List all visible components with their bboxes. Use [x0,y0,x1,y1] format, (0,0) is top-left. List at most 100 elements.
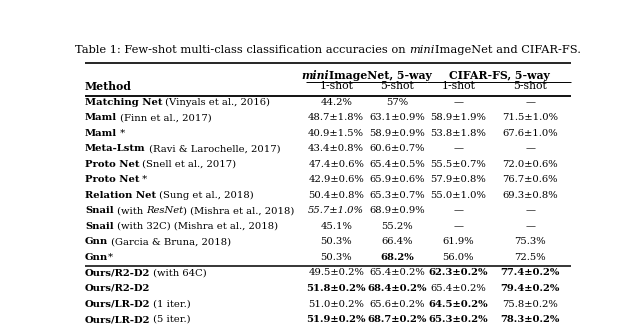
Text: (Ravi & Larochelle, 2017): (Ravi & Larochelle, 2017) [145,144,280,153]
Text: 50.3%: 50.3% [321,253,352,262]
Text: ImageNet and CIFAR-FS.: ImageNet and CIFAR-FS. [435,45,581,55]
Text: 57%: 57% [386,98,408,107]
Text: Ours/R2-D2: Ours/R2-D2 [85,284,150,293]
Text: 65.3±0.2%: 65.3±0.2% [428,315,488,324]
Text: 68.2%: 68.2% [380,253,414,262]
Text: Proto Net: Proto Net [85,176,140,184]
Text: Ours/LR-D2: Ours/LR-D2 [85,300,150,308]
Text: 61.9%: 61.9% [442,238,474,246]
Text: Meta-Lstm: Meta-Lstm [85,144,145,153]
Text: 77.4±0.2%: 77.4±0.2% [500,268,560,278]
Text: Snail: Snail [85,206,113,215]
Text: 1-shot: 1-shot [441,81,475,91]
Text: 68.7±0.2%: 68.7±0.2% [367,315,427,324]
Text: 43.4±0.8%: 43.4±0.8% [308,144,364,153]
Text: mini: mini [301,70,329,81]
Text: Proto Net: Proto Net [85,160,140,169]
Text: 68.4±0.2%: 68.4±0.2% [367,284,427,293]
Text: —: — [453,206,463,215]
Text: 55.5±0.7%: 55.5±0.7% [430,160,486,169]
Text: CIFAR-FS, 5-way: CIFAR-FS, 5-way [449,70,550,81]
Text: 55.7±1.0%: 55.7±1.0% [308,206,364,215]
Text: 45.1%: 45.1% [320,222,352,231]
Text: 67.6±1.0%: 67.6±1.0% [502,129,558,138]
Text: 50.3%: 50.3% [321,238,352,246]
Text: —: — [525,222,535,231]
Text: 71.5±1.0%: 71.5±1.0% [502,113,558,122]
Text: 51.0±0.2%: 51.0±0.2% [308,300,364,308]
Text: (1 iter.): (1 iter.) [150,300,191,308]
Text: Gnn: Gnn [85,253,108,262]
Text: Table 1: Few-shot multi-class classification accuracies on: Table 1: Few-shot multi-class classifica… [75,45,410,55]
Text: ImageNet, 5-way: ImageNet, 5-way [329,70,432,81]
Text: (with: (with [113,206,146,215]
Text: 68.9±0.9%: 68.9±0.9% [369,206,425,215]
Text: 78.3±0.2%: 78.3±0.2% [500,315,560,324]
Text: (Sung et al., 2018): (Sung et al., 2018) [156,191,254,200]
Text: 64.5±0.2%: 64.5±0.2% [428,300,488,308]
Text: mini: mini [410,45,435,55]
Text: 65.3±0.7%: 65.3±0.7% [369,191,425,200]
Text: 51.9±0.2%: 51.9±0.2% [307,315,366,324]
Text: 1-shot: 1-shot [319,81,353,91]
Text: 49.5±0.2%: 49.5±0.2% [308,268,364,278]
Text: 55.2%: 55.2% [381,222,413,231]
Text: —: — [453,144,463,153]
Text: *: * [140,176,148,184]
Text: 56.0%: 56.0% [442,253,474,262]
Text: *: * [108,253,113,262]
Text: 63.1±0.9%: 63.1±0.9% [369,113,425,122]
Text: Method: Method [85,81,132,92]
Text: 65.9±0.6%: 65.9±0.6% [369,176,425,184]
Text: (Vinyals et al., 2016): (Vinyals et al., 2016) [163,98,271,107]
Text: 5-shot: 5-shot [380,81,414,91]
Text: 5-shot: 5-shot [513,81,547,91]
Text: 76.7±0.6%: 76.7±0.6% [502,176,558,184]
Text: Snail: Snail [85,222,113,231]
Text: (with 64C): (with 64C) [150,268,207,278]
Text: Gnn: Gnn [85,238,108,246]
Text: 42.9±0.6%: 42.9±0.6% [308,176,364,184]
Text: 40.9±1.5%: 40.9±1.5% [308,129,364,138]
Text: 69.3±0.8%: 69.3±0.8% [502,191,558,200]
Text: 60.6±0.7%: 60.6±0.7% [369,144,425,153]
Text: 62.3±0.2%: 62.3±0.2% [428,268,488,278]
Text: ResNet: ResNet [146,206,183,215]
Text: (Garcia & Bruna, 2018): (Garcia & Bruna, 2018) [108,238,231,246]
Text: (Finn et al., 2017): (Finn et al., 2017) [117,113,212,122]
Text: 75.3%: 75.3% [515,238,546,246]
Text: 55.0±1.0%: 55.0±1.0% [430,191,486,200]
Text: ) (Mishra et al., 2018): ) (Mishra et al., 2018) [183,206,294,215]
Text: 57.9±0.8%: 57.9±0.8% [430,176,486,184]
Text: 47.4±0.6%: 47.4±0.6% [308,160,364,169]
Text: 65.4±0.2%: 65.4±0.2% [430,284,486,293]
Text: 50.4±0.8%: 50.4±0.8% [308,191,364,200]
Text: Relation Net: Relation Net [85,191,156,200]
Text: 58.9±1.9%: 58.9±1.9% [430,113,486,122]
Text: 65.6±0.2%: 65.6±0.2% [369,300,425,308]
Text: —: — [453,98,463,107]
Text: Maml: Maml [85,113,117,122]
Text: 53.8±1.8%: 53.8±1.8% [430,129,486,138]
Text: —: — [525,144,535,153]
Text: Ours/R2-D2: Ours/R2-D2 [85,268,150,278]
Text: Maml: Maml [85,129,117,138]
Text: 79.4±0.2%: 79.4±0.2% [500,284,560,293]
Text: —: — [525,206,535,215]
Text: 65.4±0.2%: 65.4±0.2% [369,268,425,278]
Text: *: * [117,129,125,138]
Text: 44.2%: 44.2% [320,98,352,107]
Text: —: — [525,98,535,107]
Text: 65.4±0.5%: 65.4±0.5% [369,160,425,169]
Text: 66.4%: 66.4% [381,238,413,246]
Text: Ours/LR-D2: Ours/LR-D2 [85,315,150,324]
Text: 58.9±0.9%: 58.9±0.9% [369,129,425,138]
Text: 51.8±0.2%: 51.8±0.2% [307,284,366,293]
Text: (Snell et al., 2017): (Snell et al., 2017) [140,160,237,169]
Text: 72.5%: 72.5% [515,253,546,262]
Text: Matching Net: Matching Net [85,98,163,107]
Text: (with 32C) (Mishra et al., 2018): (with 32C) (Mishra et al., 2018) [113,222,278,231]
Text: 48.7±1.8%: 48.7±1.8% [308,113,364,122]
Text: —: — [453,222,463,231]
Text: 75.8±0.2%: 75.8±0.2% [502,300,558,308]
